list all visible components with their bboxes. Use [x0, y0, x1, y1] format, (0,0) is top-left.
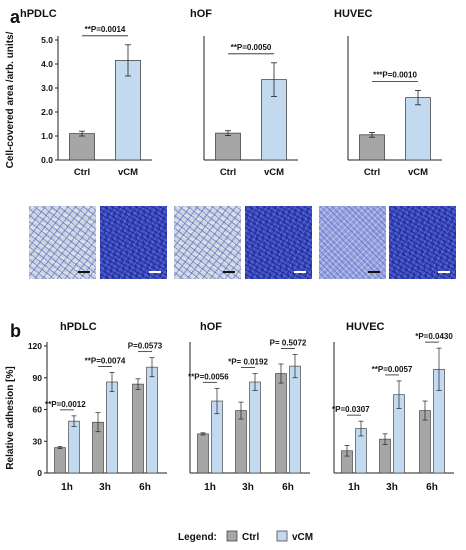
y-tick-label: 0	[37, 468, 42, 478]
micrograph-hof-vcm	[245, 206, 312, 279]
x-tick-label: 3h	[242, 482, 254, 493]
x-tick-label: 1h	[61, 482, 73, 493]
x-tick-label: Ctrl	[220, 167, 236, 178]
y-axis-label: Relative adhesion [%]	[5, 366, 16, 469]
x-tick-label: 6h	[139, 482, 151, 493]
legend-item-vcm: vCM	[292, 532, 313, 543]
bar	[69, 133, 95, 161]
chart-title: hPDLC	[20, 8, 57, 20]
bar	[106, 381, 118, 474]
legend-swatch-ctrl	[226, 530, 238, 542]
micrograph-huvec-ctrl	[319, 206, 386, 279]
p-value-label: ***P=0.0010	[373, 70, 417, 79]
panel-letter-b: b	[10, 321, 21, 341]
bar	[197, 433, 209, 474]
scale-bar	[438, 271, 450, 273]
y-axis-label: Cell-covered area /arb. units/	[5, 31, 16, 168]
p-value-label: **P=0.0050	[231, 43, 272, 52]
y-tick-label: 0.0	[41, 155, 53, 165]
y-tick-label: 1.0	[41, 131, 53, 141]
x-tick-label: vCM	[408, 167, 428, 178]
y-tick-label: 5.0	[41, 35, 53, 45]
bar	[132, 383, 144, 474]
p-value-label: *P=0.0307	[332, 405, 370, 414]
bar	[405, 97, 431, 161]
p-value-label: **P=0.0012	[45, 400, 86, 409]
micrograph-huvec-vcm	[389, 206, 456, 279]
x-tick-label: 6h	[282, 482, 294, 493]
bar	[289, 365, 301, 474]
panel-letter-a: a	[10, 7, 21, 27]
chart-title: hOF	[200, 321, 222, 333]
legend-label: Legend:	[178, 532, 217, 543]
scale-bar	[149, 271, 161, 273]
x-tick-label: vCM	[118, 167, 138, 178]
bar	[215, 132, 241, 161]
x-tick-label: Ctrl	[364, 167, 380, 178]
bar	[68, 420, 80, 474]
y-tick-label: 120	[28, 341, 42, 351]
x-tick-label: vCM	[264, 167, 284, 178]
legend-swatch-vcm	[276, 530, 288, 542]
bar	[235, 410, 247, 474]
p-value-label: P= 0.5072	[270, 338, 307, 347]
bar	[146, 366, 158, 474]
micrograph-hpdlc-ctrl	[29, 206, 96, 279]
scale-bar	[294, 271, 306, 273]
y-tick-label: 60	[33, 405, 43, 415]
bar	[359, 134, 385, 161]
y-tick-label: 3.0	[41, 83, 53, 93]
x-tick-label: 3h	[99, 482, 111, 493]
p-value-label: P=0.0573	[128, 342, 163, 351]
y-tick-label: 90	[33, 373, 43, 383]
p-value-label: **P=0.0014	[85, 25, 126, 34]
micrograph-hof-ctrl	[174, 206, 241, 279]
scale-bar	[78, 271, 90, 273]
x-tick-label: 6h	[426, 482, 438, 493]
p-value-label: **P=0.0074	[85, 356, 126, 365]
p-value-label: **P=0.0056	[188, 372, 229, 381]
p-value-label: *P= 0.0192	[228, 358, 268, 367]
bar	[261, 79, 287, 161]
x-tick-label: Ctrl	[74, 167, 90, 178]
x-tick-label: 1h	[204, 482, 216, 493]
y-tick-label: 30	[33, 436, 43, 446]
micrograph-hpdlc-vcm	[100, 206, 167, 279]
chart-title: hPDLC	[60, 321, 97, 333]
scale-bar	[223, 271, 235, 273]
x-tick-label: 3h	[386, 482, 398, 493]
chart-title: hOF	[190, 8, 212, 20]
bar	[249, 381, 261, 474]
y-tick-label: 2.0	[41, 107, 53, 117]
chart-title: HUVEC	[346, 321, 385, 333]
bar	[115, 60, 141, 161]
scale-bar	[368, 271, 380, 273]
p-value-label: **P=0.0057	[372, 365, 413, 374]
x-tick-label: 1h	[348, 482, 360, 493]
legend-item-ctrl: Ctrl	[242, 532, 259, 543]
bar	[54, 447, 66, 474]
chart-title: HUVEC	[334, 8, 373, 20]
y-tick-label: 4.0	[41, 59, 53, 69]
bar	[275, 373, 287, 474]
p-value-label: *P=0.0430	[415, 332, 453, 341]
